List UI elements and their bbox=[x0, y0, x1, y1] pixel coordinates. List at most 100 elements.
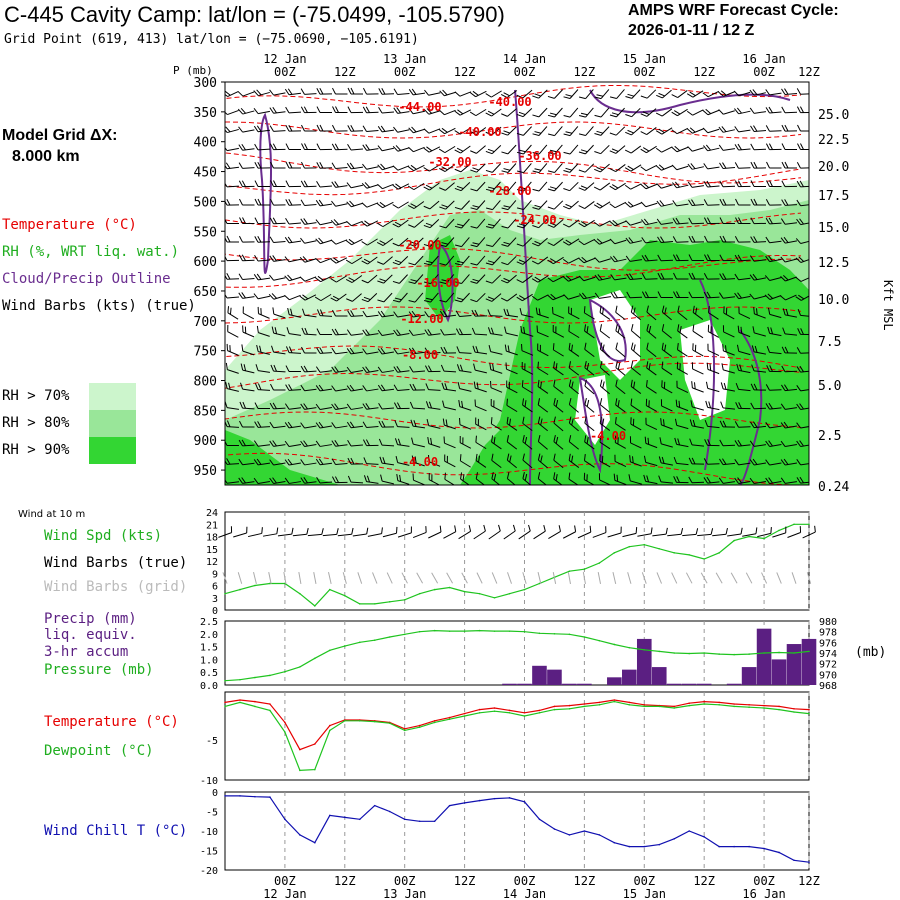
wind-barb bbox=[423, 292, 439, 303]
wind-barb bbox=[253, 458, 271, 466]
wind-barb bbox=[796, 347, 809, 354]
wind-barb bbox=[254, 236, 271, 243]
wind-barb bbox=[330, 239, 348, 245]
wind-barb bbox=[547, 144, 563, 155]
wind-barb bbox=[553, 453, 564, 469]
wind-barb bbox=[377, 125, 395, 133]
wind-barb bbox=[254, 421, 271, 428]
wind-barb bbox=[454, 163, 471, 173]
wind-barb bbox=[765, 217, 782, 225]
wind-barb bbox=[393, 311, 410, 318]
wind-barb bbox=[254, 383, 271, 391]
time-tick-bottom: 00Z bbox=[633, 874, 655, 888]
wind-barb bbox=[423, 218, 440, 229]
wind-barb bbox=[315, 257, 332, 264]
wind-barb bbox=[459, 454, 471, 468]
pressure-line-point bbox=[314, 657, 316, 660]
dewpoint-line-point bbox=[688, 704, 691, 707]
wind-barb bbox=[516, 107, 533, 118]
wind-speed-line-point bbox=[658, 547, 661, 550]
dewpoint-line-point bbox=[673, 707, 676, 709]
dewpoint-line-point bbox=[224, 705, 226, 708]
wind-barb bbox=[253, 440, 271, 447]
kft-tick-label: 0.24 bbox=[818, 480, 849, 495]
wind-barb bbox=[347, 457, 364, 465]
wind-barb bbox=[702, 108, 720, 116]
wind-barb bbox=[347, 87, 364, 95]
wind-barb bbox=[765, 236, 782, 244]
wind-barb bbox=[346, 182, 363, 189]
wind-barb bbox=[609, 164, 626, 173]
wind-barb bbox=[645, 398, 657, 412]
wind-barb bbox=[378, 438, 395, 447]
wind-barb bbox=[408, 146, 425, 153]
wind-barb bbox=[672, 200, 689, 207]
kft-tick-label: 22.5 bbox=[818, 133, 849, 148]
wind-speed-line-point bbox=[478, 592, 481, 595]
windchill-line-point bbox=[538, 818, 541, 821]
temperature-contour bbox=[225, 248, 802, 271]
wind-barb bbox=[646, 324, 657, 339]
wind-barb bbox=[504, 344, 518, 356]
wind-barb bbox=[345, 238, 363, 246]
wind-barb bbox=[657, 236, 674, 244]
wind-barb bbox=[301, 346, 317, 354]
wind-barb bbox=[269, 477, 286, 485]
pressure-tick-label: 400 bbox=[194, 136, 217, 151]
wind-barb-true bbox=[697, 528, 714, 537]
wind-barb bbox=[646, 305, 657, 321]
wind-barb bbox=[316, 347, 333, 354]
wind-barb bbox=[392, 255, 409, 266]
wind-barb-grid bbox=[357, 572, 363, 584]
wind-barb bbox=[332, 106, 348, 114]
wind-barb bbox=[301, 143, 317, 151]
wind-barb bbox=[237, 107, 255, 115]
time-tick-bottom: 12Z bbox=[798, 874, 820, 888]
wind-barb bbox=[488, 345, 503, 355]
wind-barb-true bbox=[518, 524, 531, 540]
temperature-contour bbox=[225, 452, 802, 485]
wind-barb bbox=[532, 218, 548, 229]
wind-barb bbox=[796, 218, 809, 226]
wind-barb-grid bbox=[656, 572, 663, 584]
wind-barb bbox=[269, 402, 286, 410]
wind-barb bbox=[270, 364, 286, 373]
wind-barb bbox=[718, 292, 736, 299]
wind-barb bbox=[424, 329, 441, 336]
temperature-contour bbox=[225, 411, 802, 429]
wind-barb bbox=[471, 309, 488, 317]
wind-barb-grid bbox=[298, 572, 302, 584]
wind-barb bbox=[749, 273, 766, 281]
wind-barb bbox=[516, 163, 532, 174]
wind-barb bbox=[568, 453, 580, 468]
pressure-line-point bbox=[763, 652, 765, 654]
wind-barb bbox=[547, 256, 564, 265]
wind-barb bbox=[238, 458, 255, 466]
windchill-line-point bbox=[329, 814, 331, 817]
legend-wind-barbs: Wind Barbs (kts) (true) bbox=[2, 298, 196, 314]
wind-barb bbox=[718, 144, 736, 151]
wind-barb bbox=[520, 325, 534, 337]
wind-barb bbox=[299, 294, 317, 301]
wind-barb bbox=[781, 143, 798, 151]
wind-barb bbox=[765, 89, 782, 96]
wind-barb bbox=[568, 398, 579, 413]
wind-barb bbox=[737, 325, 751, 338]
wind-barb bbox=[408, 219, 424, 228]
wind-barb bbox=[408, 292, 424, 303]
wind-barb bbox=[302, 308, 317, 318]
wind-barb bbox=[332, 309, 348, 317]
wind-barb bbox=[578, 201, 595, 210]
temperature-line-point bbox=[224, 701, 226, 704]
wind-speed-line-point bbox=[718, 552, 720, 554]
wind-barb-grid bbox=[761, 572, 768, 584]
wind-barb bbox=[470, 237, 486, 248]
dewpoint-line-point bbox=[329, 729, 331, 732]
dewpoint-line-point bbox=[284, 731, 286, 733]
wind-barb bbox=[630, 324, 641, 339]
wind-barb bbox=[796, 161, 809, 169]
dewpoint-line-point bbox=[343, 720, 346, 722]
wind-barb bbox=[300, 218, 317, 225]
pressure-unit-label: (mb) bbox=[855, 645, 886, 660]
wind-barb bbox=[553, 379, 564, 395]
